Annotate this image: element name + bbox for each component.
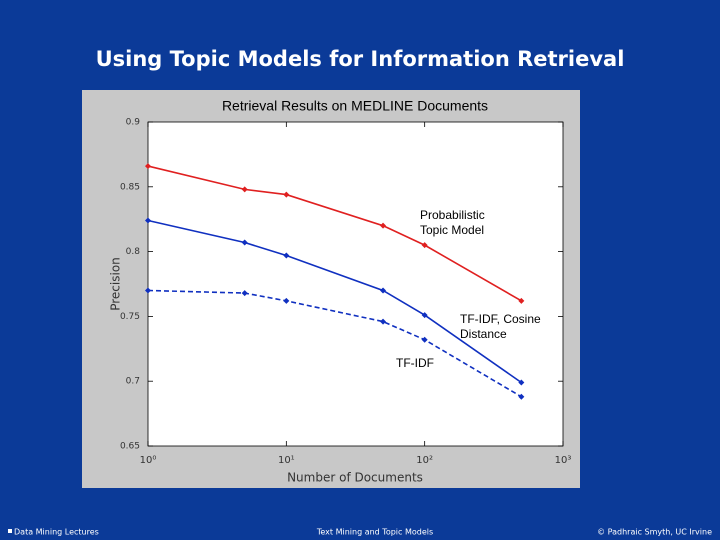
annotation: Topic Model bbox=[420, 223, 484, 237]
point bbox=[421, 336, 428, 343]
point bbox=[241, 239, 248, 246]
point bbox=[421, 312, 428, 319]
y-tick-label: 0.65 bbox=[120, 442, 140, 452]
point bbox=[421, 242, 428, 249]
y-tick-label: 0.9 bbox=[126, 118, 141, 128]
point bbox=[283, 252, 290, 259]
x-axis-label: Number of Documents bbox=[287, 471, 423, 485]
x-tick-label: 10¹ bbox=[278, 455, 295, 466]
point bbox=[241, 290, 248, 297]
series-line bbox=[147, 289, 522, 398]
annotation: Distance bbox=[460, 327, 507, 341]
bullet bbox=[8, 529, 12, 533]
y-tick-label: 0.85 bbox=[120, 182, 140, 192]
point bbox=[145, 217, 151, 224]
point bbox=[283, 191, 290, 198]
point bbox=[145, 163, 151, 170]
plot-area bbox=[147, 121, 564, 447]
point bbox=[283, 297, 290, 304]
point bbox=[380, 287, 387, 294]
x-tick-label: 10³ bbox=[555, 455, 572, 466]
x-tick-label: 10² bbox=[416, 455, 433, 466]
footer-right: © Padhraic Smyth, UC Irvine bbox=[597, 528, 712, 537]
point bbox=[518, 297, 525, 304]
slide-title: Using Topic Models for Information Retri… bbox=[96, 47, 625, 71]
series-line bbox=[147, 219, 522, 384]
chart-title: Retrieval Results on MEDLINE Documents bbox=[222, 98, 488, 114]
annotation: Probabilistic bbox=[420, 208, 485, 222]
annotation: TF-IDF, Cosine bbox=[460, 312, 541, 326]
point bbox=[380, 318, 387, 325]
point bbox=[145, 287, 151, 294]
series-line bbox=[147, 165, 522, 302]
annotation: TF-IDF bbox=[396, 356, 434, 370]
y-tick-label: 0.7 bbox=[126, 377, 140, 387]
y-tick-label: 0.8 bbox=[126, 247, 141, 257]
y-axis-label: Precision bbox=[109, 257, 123, 311]
y-tick-label: 0.75 bbox=[120, 312, 140, 322]
point bbox=[518, 393, 525, 400]
point bbox=[380, 222, 387, 229]
point bbox=[518, 379, 525, 386]
x-tick-label: 10⁰ bbox=[140, 455, 157, 466]
footer-left: Data Mining Lectures bbox=[14, 528, 99, 537]
point bbox=[241, 186, 248, 193]
footer-center: Text Mining and Topic Models bbox=[316, 528, 433, 537]
